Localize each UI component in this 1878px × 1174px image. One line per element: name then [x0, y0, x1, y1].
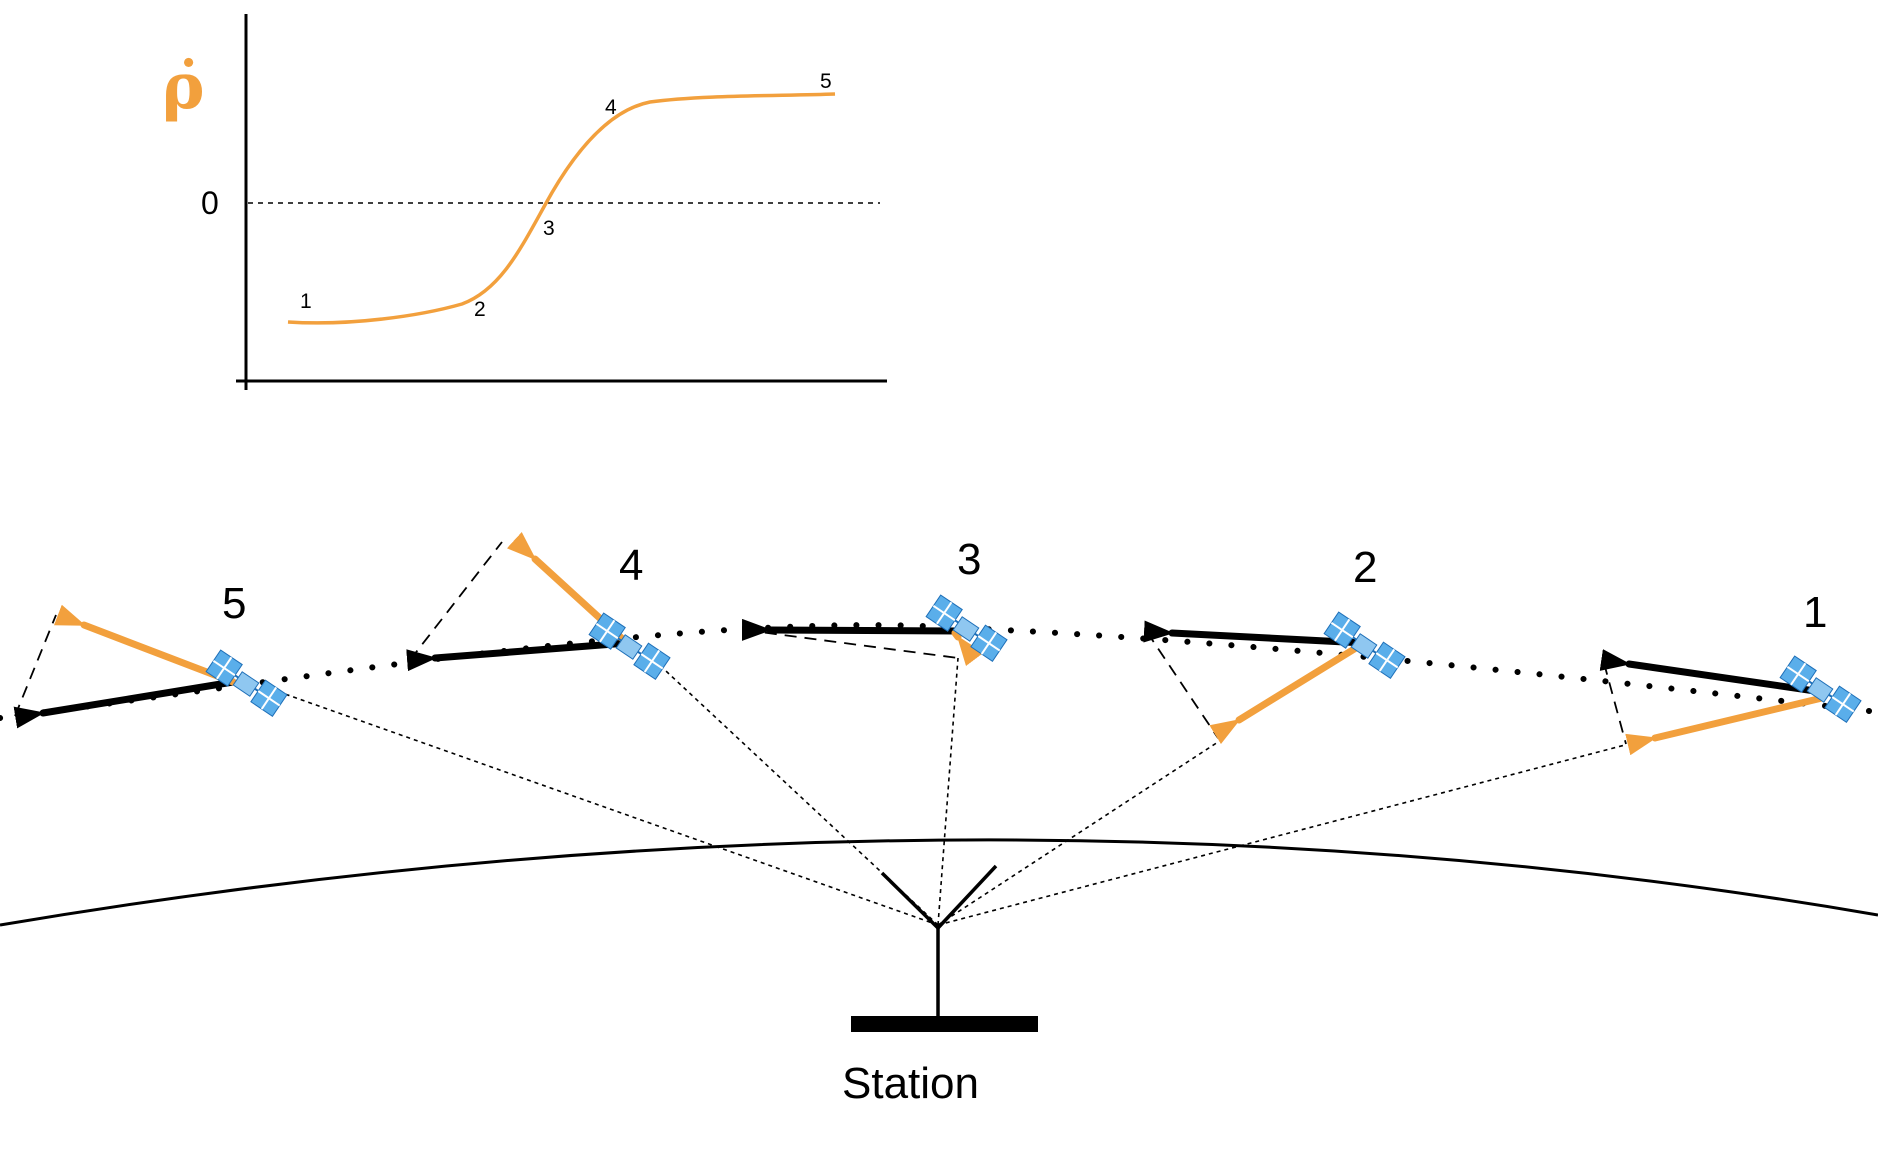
lines-of-sight: [267, 657, 1626, 926]
plot-point-label-5: 5: [820, 70, 832, 93]
range-rate-plot: 0 ρ̇ 1 2 3 4 5: [162, 14, 887, 390]
satellite-label-2: 2: [1353, 543, 1377, 592]
range-rate-vectors: [53, 531, 1826, 756]
velocity-arrow-1: [1599, 649, 1826, 696]
velocity-arrow-2: [1143, 620, 1368, 647]
plot-point-label-1: 1: [300, 290, 312, 313]
satellite-labels: 1 2 3 4 5: [222, 535, 1827, 637]
projection-1: [1603, 662, 1627, 745]
station-label: Station: [842, 1059, 979, 1108]
plot-point-label-2: 2: [474, 298, 486, 321]
projection-3: [744, 629, 959, 659]
line-of-sight-3: [937, 657, 959, 926]
line-of-sight-5: [267, 687, 939, 926]
range-rate-arrow-1: [1625, 694, 1826, 756]
projection-5: [14, 614, 57, 717]
velocity-arrow-3: [741, 618, 961, 641]
plot-point-label-3: 3: [543, 217, 555, 240]
line-of-sight-2: [937, 741, 1219, 926]
y-axis-label: ρ̇: [162, 49, 205, 124]
range-rate-curve: [287, 92, 836, 325]
orbit-path: [0, 622, 1878, 721]
line-of-sight-1: [937, 744, 1626, 926]
earth-surface: [0, 838, 1878, 927]
satellite-label-5: 5: [222, 579, 246, 628]
satellite-icon: [1323, 611, 1406, 680]
velocity-vectors: [13, 618, 1826, 729]
ground-station: Station: [842, 864, 1038, 1108]
projection-2: [1146, 631, 1219, 739]
range-rate-arrow-2: [1209, 639, 1368, 745]
plot-point-label-4: 4: [605, 96, 617, 119]
range-rate-arrow-3: [951, 629, 984, 666]
satellite-label-1: 1: [1803, 588, 1827, 637]
velocity-arrow-4: [406, 639, 631, 672]
projection-4: [409, 541, 503, 661]
satellite-label-4: 4: [619, 541, 643, 590]
zero-label: 0: [201, 185, 219, 221]
station-base: [851, 1016, 1038, 1032]
projection-lines: [14, 541, 1627, 745]
antenna-icon: [880, 864, 998, 1018]
velocity-arrow-5: [13, 678, 237, 729]
satellite-label-3: 3: [957, 535, 981, 584]
